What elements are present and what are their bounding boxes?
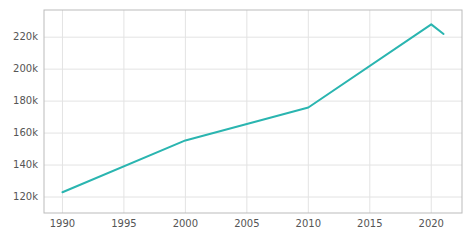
y-grid-line (44, 133, 462, 134)
axes: 120k 140k 160k 180k 200k 220k 1990 1995 2000 2005… (13, 10, 462, 229)
x-grid-line (308, 10, 309, 213)
x-grid-line (185, 10, 186, 213)
x-grid-line (246, 10, 247, 213)
data-layer (62, 24, 443, 192)
y-grid-line (44, 37, 462, 38)
x-tick-label: 2015 (357, 218, 382, 229)
x-grid-line (62, 10, 63, 213)
x-grid-line (369, 10, 370, 213)
line (62, 24, 443, 192)
y-tick-label: 200k (13, 63, 38, 74)
grid (44, 10, 462, 213)
y-tick-label: 220k (13, 31, 38, 42)
y-tick-label: 120k (13, 191, 38, 202)
y-tick-label: 160k (13, 127, 38, 138)
x-tick-label: 2020 (419, 218, 444, 229)
y-grid-line (44, 69, 462, 70)
y-grid-line (44, 101, 462, 102)
x-grid-line (123, 10, 124, 213)
y-tick-label: 140k (13, 159, 38, 170)
x-tick-label: 1990 (50, 218, 75, 229)
plot-frame (44, 10, 462, 213)
x-grid-line (431, 10, 432, 213)
x-tick-label: 1995 (111, 218, 136, 229)
y-tick-label: 180k (13, 95, 38, 106)
x-tick-label: 2005 (234, 218, 259, 229)
y-grid-line (44, 165, 462, 166)
chart: 120k 140k 160k 180k 200k 220k 1990 1995 2000 2005… (0, 0, 474, 237)
chart-container: 120k 140k 160k 180k 200k 220k 1990 1995 2000 2005… (0, 0, 474, 237)
y-grid-line (44, 197, 462, 198)
x-tick-label: 2010 (296, 218, 321, 229)
x-tick-label: 2000 (173, 218, 198, 229)
